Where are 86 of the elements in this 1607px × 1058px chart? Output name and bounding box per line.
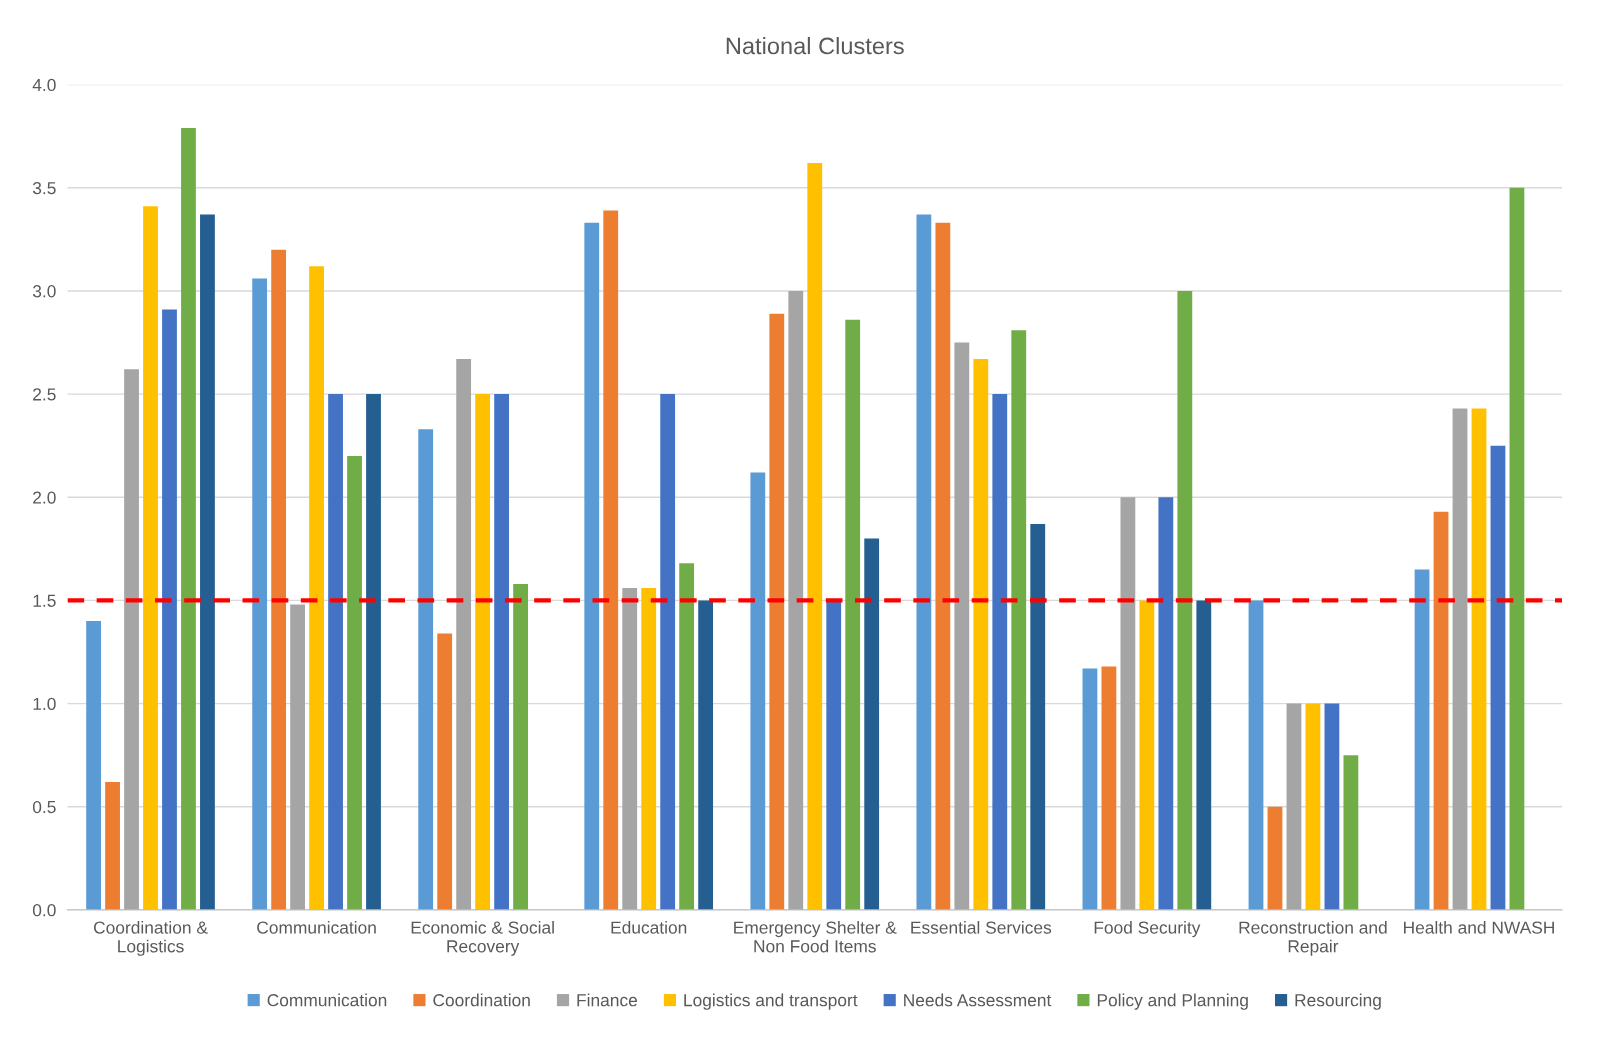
bar — [1490, 445, 1506, 910]
bar — [1414, 569, 1430, 910]
y-tick-label: 2.5 — [33, 388, 56, 401]
bar — [366, 394, 381, 910]
legend-label: Communication — [267, 993, 387, 1007]
y-tick-label: 0.5 — [32, 800, 56, 814]
bar — [622, 588, 638, 910]
x-tick-label: Economic & Social Recovery — [411, 920, 554, 956]
bar — [475, 394, 491, 910]
bar — [290, 604, 305, 910]
chart-title: National Clusters — [726, 36, 904, 55]
bar — [162, 309, 177, 910]
bar — [437, 633, 453, 910]
legend-label: Resourcing — [1295, 993, 1381, 1010]
bar — [1139, 600, 1155, 910]
bar — [200, 214, 215, 910]
legend-label: Policy and Planning — [1097, 993, 1248, 1010]
bar — [1011, 330, 1027, 910]
bar — [513, 583, 528, 910]
bar — [935, 222, 951, 910]
y-tick-label: 3.0 — [32, 285, 56, 298]
bar — [328, 394, 343, 910]
legend-label: Coordination — [433, 993, 530, 1007]
bar — [1030, 524, 1046, 910]
y-tick-label: 3.5 — [32, 181, 56, 195]
bar — [309, 266, 324, 910]
bar — [1120, 497, 1136, 910]
bar — [1196, 600, 1212, 910]
y-tick-label: 2.0 — [33, 491, 56, 504]
bar — [954, 342, 970, 910]
bar — [1324, 703, 1340, 910]
x-tick-label: Reconstruction and Repair — [1239, 920, 1387, 956]
legend-label: Finance — [577, 993, 638, 1007]
bar — [603, 210, 619, 910]
bar — [973, 359, 989, 910]
bar — [252, 278, 268, 910]
x-tick-label: Health and NWASH — [1404, 920, 1554, 934]
bar — [181, 127, 196, 910]
bar — [1248, 600, 1264, 910]
bar — [1286, 703, 1302, 910]
bar — [1433, 511, 1449, 910]
bar — [864, 538, 880, 910]
bar — [788, 290, 804, 910]
bar — [418, 429, 434, 910]
bar — [1101, 666, 1117, 910]
bar — [124, 369, 139, 910]
bar — [845, 319, 861, 910]
y-tick-label: 0.0 — [32, 904, 56, 917]
y-tick-label: 4.0 — [32, 78, 56, 92]
x-tick-label: Emergency Shelter & Non Food Items — [734, 920, 897, 953]
bar — [1267, 806, 1283, 910]
x-tick-label: Communication — [257, 920, 376, 934]
bar — [807, 163, 823, 910]
bar — [679, 563, 695, 910]
bar — [992, 394, 1008, 910]
legend-label: Needs Assessment — [904, 993, 1052, 1007]
bar — [494, 394, 510, 910]
x-tick-label: Essential Services — [911, 920, 1052, 934]
bar — [86, 621, 101, 910]
bar — [1158, 497, 1174, 910]
bar — [750, 472, 766, 910]
bar — [584, 222, 600, 910]
bar — [347, 456, 362, 910]
bar — [1471, 408, 1487, 910]
bar — [1452, 408, 1468, 910]
bar — [456, 359, 472, 910]
x-tick-label: Education — [611, 920, 687, 934]
bar — [1177, 290, 1193, 910]
bar — [1305, 703, 1321, 910]
bar — [769, 313, 785, 910]
bar — [143, 206, 158, 910]
y-tick-label: 1.5 — [33, 594, 56, 607]
bar — [916, 214, 932, 910]
x-tick-label: Food Security — [1094, 920, 1201, 938]
legend-label: Logistics and transport — [684, 993, 858, 1010]
bar — [271, 249, 287, 910]
bar — [641, 588, 657, 910]
y-tick-label: 1.0 — [33, 697, 56, 711]
bar — [1509, 187, 1525, 910]
bar — [660, 394, 676, 910]
bar — [698, 600, 714, 910]
bar — [826, 600, 842, 910]
x-tick-label: Coordination & Logistics — [93, 920, 208, 956]
bar — [1343, 755, 1359, 910]
bar — [1082, 668, 1098, 910]
bar — [105, 781, 120, 910]
